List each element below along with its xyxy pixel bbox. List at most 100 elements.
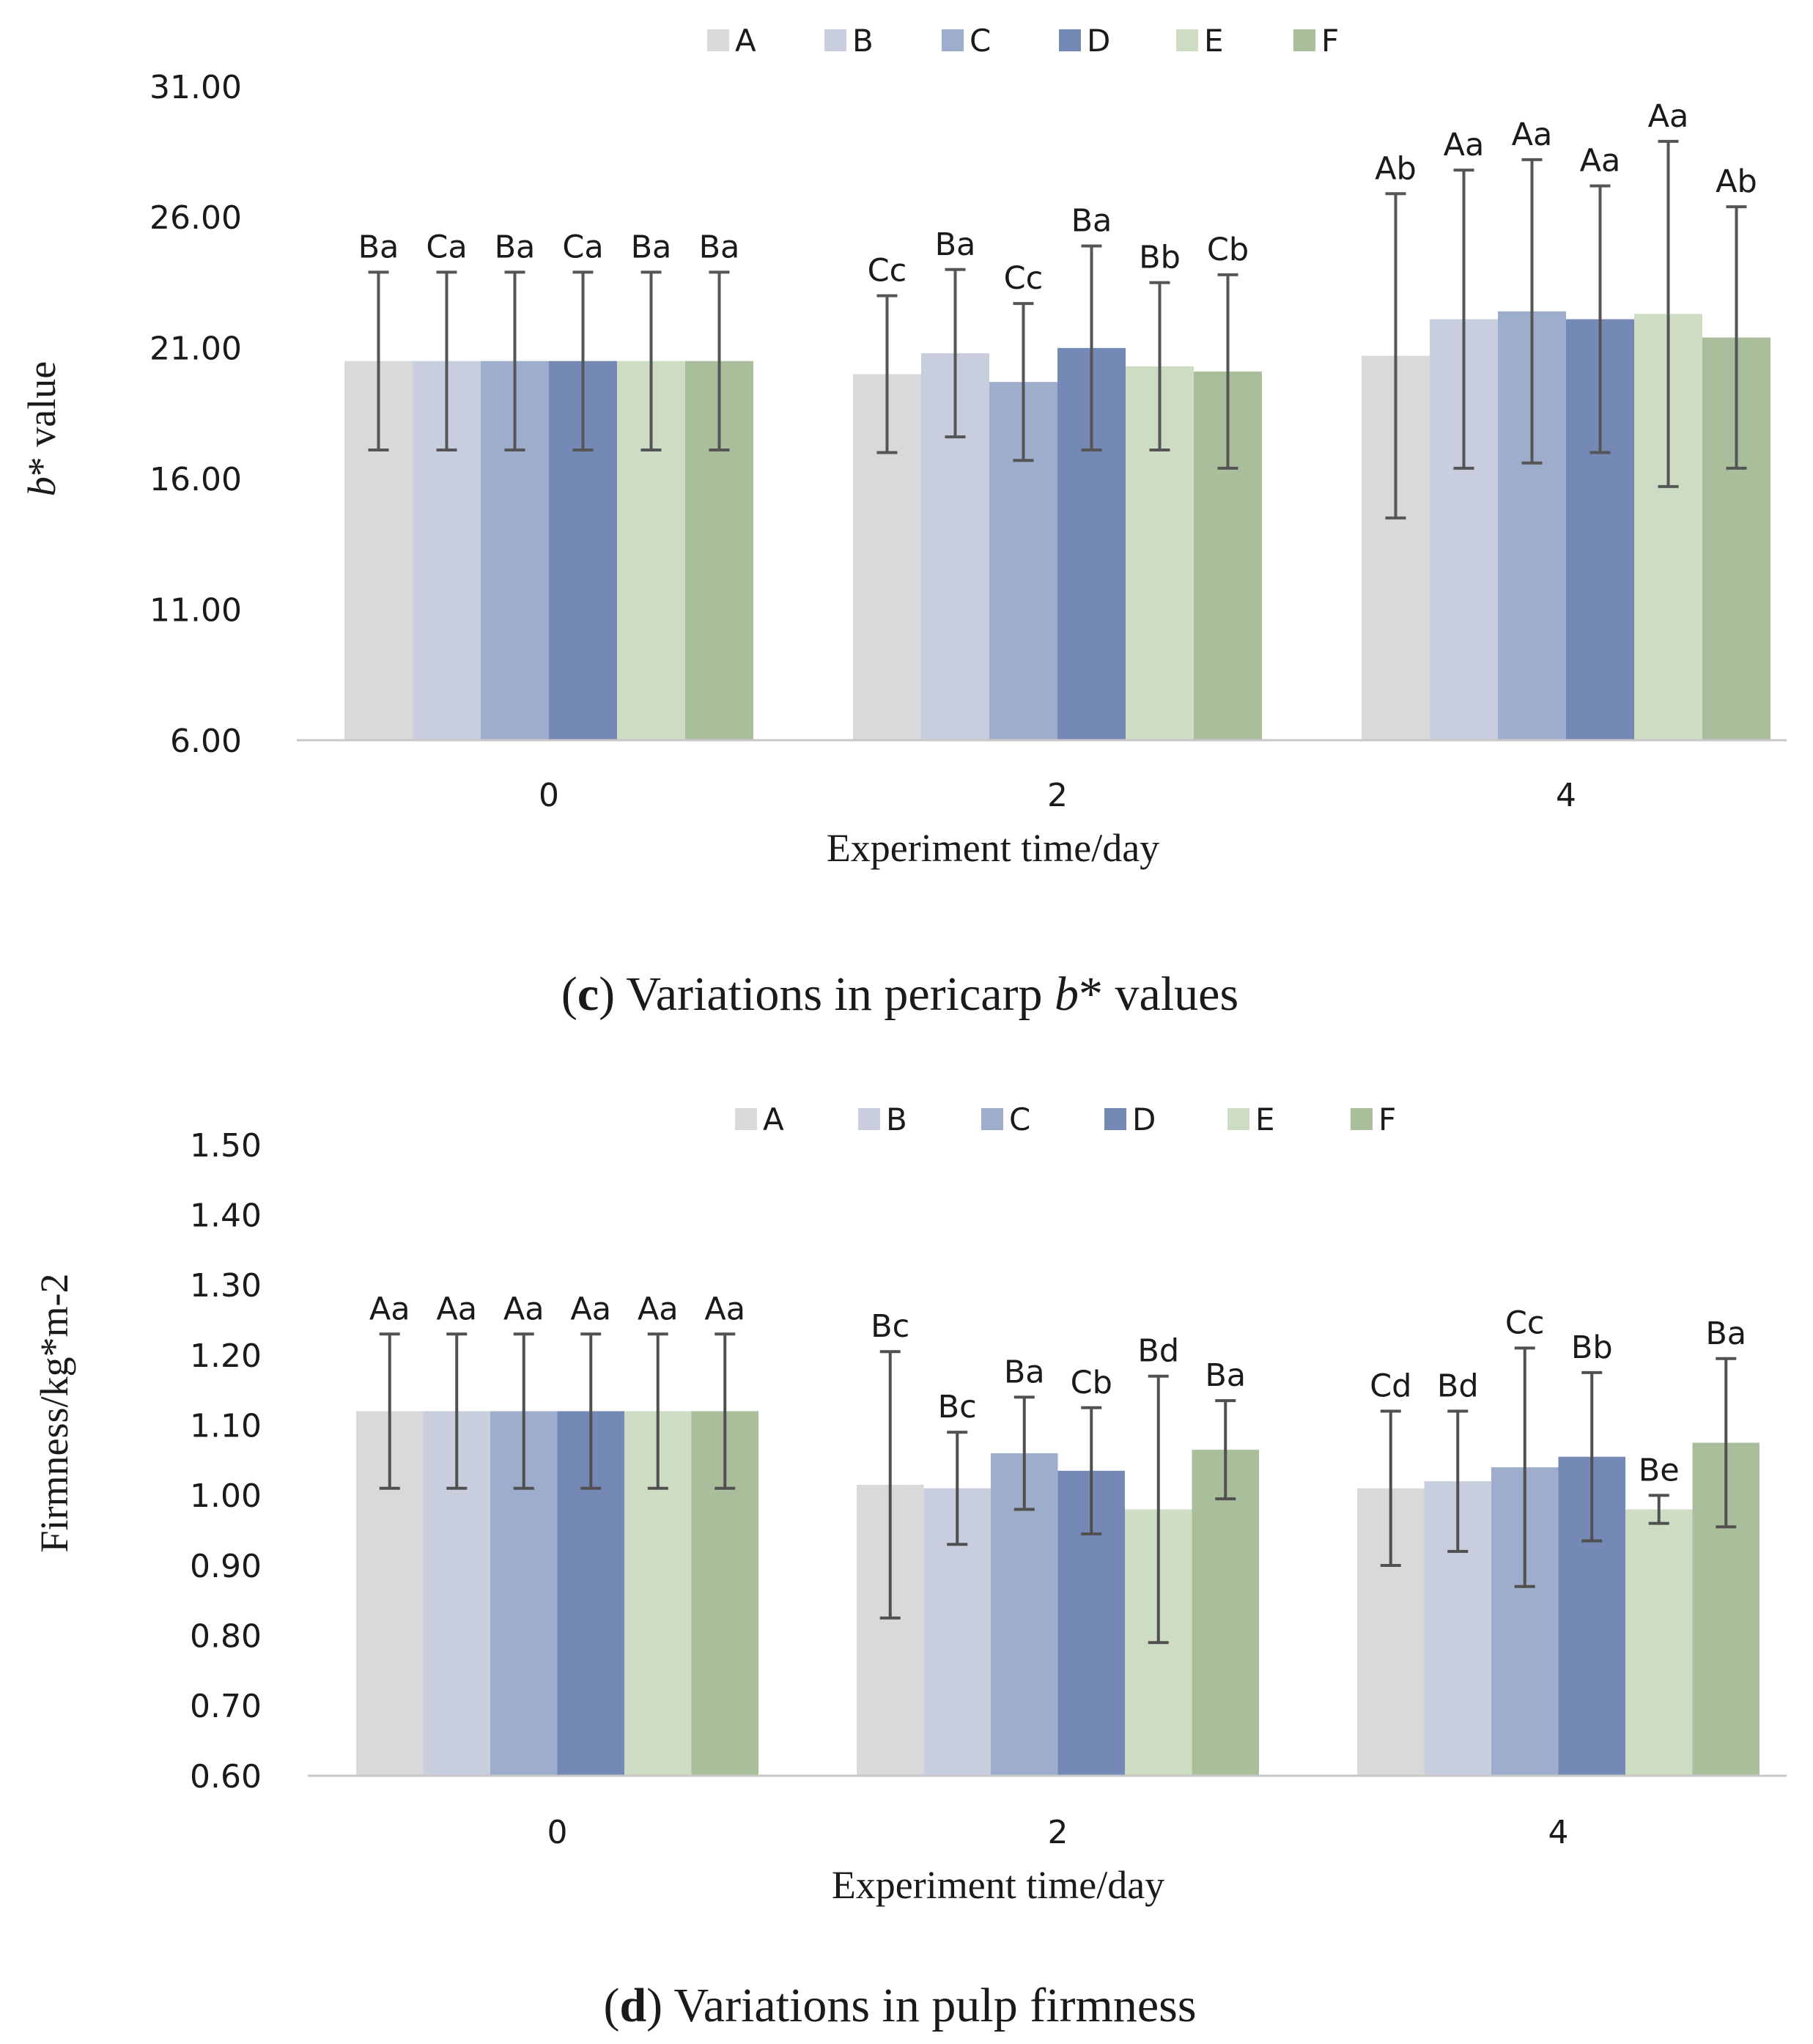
chart-c-data-label-a-day-4: Ab: [1375, 150, 1417, 187]
chart-d-data-label-d-day-2: Cb: [1071, 1365, 1112, 1401]
chart-d-data-label-a-day-2: Bc: [871, 1308, 909, 1345]
chart-c-legend-swatch-b: [824, 29, 846, 51]
chart-c-bars: [344, 311, 1770, 740]
chart-d-y-tick-label: 0.60: [190, 1758, 262, 1796]
chart-c-data-label-d-day-4: Aa: [1580, 143, 1621, 180]
chart-c-data-label-d-day-2: Ba: [1071, 203, 1112, 240]
chart-d-legend-label-f: F: [1378, 1102, 1396, 1137]
chart-c-data-label-e-day-2: Bb: [1139, 240, 1181, 276]
chart-c-data-label-d-day-0: Ca: [562, 229, 603, 265]
chart-c-legend-label-e: E: [1204, 23, 1224, 59]
chart-c-data-label-f-day-0: Ba: [699, 229, 740, 265]
chart-d-error-bars: [379, 1332, 1737, 1645]
chart-d-legend-swatch-a: [735, 1108, 757, 1130]
chart-d-data-label-e-day-4: Be: [1639, 1452, 1680, 1488]
chart-c-x-axis-title: Experiment time/day: [827, 826, 1159, 870]
chart-d-legend: A B C D E F: [735, 1102, 1396, 1137]
chart-d-legend-label-c: C: [1009, 1102, 1030, 1137]
chart-c-data-label-b-day-4: Aa: [1444, 127, 1485, 163]
chart-d-legend-label-a: A: [763, 1102, 784, 1137]
chart-c-y-tick-label: 6.00: [170, 723, 242, 760]
chart-c-data-label-e-day-4: Aa: [1648, 98, 1689, 135]
chart-c-x-tick-label: 2: [1047, 777, 1068, 814]
chart-d-legend-swatch-c: [981, 1108, 1003, 1130]
chart-c-x-tick-label: 0: [539, 777, 559, 814]
chart-d-data-label-b-day-0: Aa: [436, 1291, 477, 1327]
chart-d-data-label-b-day-2: Bc: [938, 1389, 977, 1425]
chart-d-legend-label-b: B: [886, 1102, 907, 1137]
chart-d-y-tick-label: 1.50: [190, 1127, 262, 1165]
chart-c-legend-swatch-e: [1176, 29, 1198, 51]
chart-d-y-tick-label: 0.90: [190, 1548, 262, 1585]
chart-d-data-label-c-day-4: Cc: [1505, 1305, 1545, 1341]
chart-d-data-label-d-day-4: Bb: [1571, 1329, 1613, 1366]
chart-c-legend-label-c: C: [970, 23, 991, 59]
chart-c-data-label-e-day-0: Ba: [631, 229, 672, 265]
chart-d-bar-e-day-4: [1625, 1509, 1693, 1776]
chart-c-legend-swatch-c: [942, 29, 964, 51]
chart-d-data-label-b-day-4: Bd: [1437, 1368, 1479, 1405]
chart-d-data-label-f-day-0: Aa: [704, 1291, 745, 1327]
chart-d-y-tick-label: 1.20: [190, 1338, 262, 1375]
chart-d: A B C D E F 0.60 0.70 0.80 0.90 1.00 1.10 1.20 1.30 1…: [32, 1102, 1787, 2032]
chart-d-data-label-c-day-2: Ba: [1004, 1354, 1045, 1390]
chart-c-data-label-c-day-4: Aa: [1512, 117, 1553, 153]
chart-d-y-tick-label: 1.40: [190, 1198, 262, 1235]
chart-d-x-ticks: 0 2 4: [547, 1814, 1569, 1851]
chart-d-y-tick-label: 0.70: [190, 1688, 262, 1725]
chart-d-data-label-e-day-0: Aa: [638, 1291, 679, 1327]
chart-c-data-label-f-day-2: Cb: [1207, 232, 1249, 268]
chart-c-y-tick-label: 21.00: [149, 331, 242, 368]
chart-d-legend-swatch-d: [1104, 1108, 1126, 1130]
chart-c-caption: (c) Variations in pericarp b* values: [561, 967, 1238, 1021]
chart-c-data-label-c-day-0: Ba: [495, 229, 536, 265]
chart-d-legend-swatch-b: [858, 1108, 880, 1130]
chart-d-x-tick-label: 4: [1548, 1814, 1569, 1851]
chart-c-legend-swatch-d: [1059, 29, 1081, 51]
chart-c-y-ticks: 6.00 11.00 16.00 21.00 26.00 31.00: [149, 69, 242, 760]
chart-d-y-axis-title: Firmness/kg*m-2: [32, 1273, 76, 1552]
chart-c-data-label-b-day-0: Ca: [426, 229, 467, 265]
chart-c-legend-label-a: A: [735, 23, 756, 59]
chart-c: A B C D E F 6.00 11.00 16.00 21.00 26.00 31.00 Ba C…: [20, 23, 1787, 1021]
chart-d-caption: (d) Variations in pulp firmness: [603, 1979, 1196, 2032]
chart-c-error-bars: [368, 139, 1747, 520]
chart-c-data-label-f-day-4: Ab: [1716, 163, 1757, 200]
chart-d-legend-swatch-f: [1351, 1108, 1373, 1130]
chart-c-y-tick-label: 11.00: [149, 591, 242, 629]
chart-d-data-label-a-day-0: Aa: [369, 1291, 410, 1327]
chart-d-bar-f-day-2: [1192, 1450, 1259, 1776]
chart-d-bars: [356, 1411, 1760, 1776]
chart-c-data-label-c-day-2: Cc: [1004, 260, 1044, 297]
chart-c-legend-label-b: B: [852, 23, 874, 59]
chart-d-legend-label-e: E: [1255, 1102, 1275, 1137]
chart-c-data-labels: Ba Ca Ba Ca Ba Ba Cc Ba Cc Ba Bb Cb Ab Aa Aa Aa Aa Ab: [358, 98, 1757, 297]
chart-d-x-tick-label: 0: [547, 1814, 568, 1851]
chart-c-y-axis-title: b* value: [20, 361, 64, 496]
chart-d-y-tick-label: 1.00: [190, 1477, 262, 1515]
chart-c-x-tick-label: 4: [1556, 777, 1576, 814]
chart-d-data-labels: Aa Aa Aa Aa Aa Aa Bc Bc Ba Cb Bd Ba Cd Bd Cc Bb Be Ba: [369, 1291, 1746, 1488]
chart-d-legend-swatch-e: [1227, 1108, 1249, 1130]
chart-d-data-label-a-day-4: Cd: [1370, 1368, 1411, 1405]
chart-c-y-tick-label: 16.00: [149, 461, 242, 498]
chart-c-data-label-a-day-0: Ba: [358, 229, 399, 265]
chart-d-y-tick-label: 1.10: [190, 1408, 262, 1445]
chart-c-data-label-b-day-2: Ba: [935, 226, 976, 263]
chart-d-y-tick-label: 0.80: [190, 1618, 262, 1656]
chart-c-legend: A B C D E F: [707, 23, 1339, 59]
chart-d-data-label-f-day-4: Ba: [1705, 1316, 1746, 1352]
chart-d-y-tick-label: 1.30: [190, 1267, 262, 1305]
chart-d-data-label-f-day-2: Ba: [1205, 1357, 1246, 1394]
chart-d-data-label-e-day-2: Bd: [1137, 1333, 1179, 1370]
chart-c-legend-label-d: D: [1087, 23, 1110, 59]
chart-d-x-axis-title: Experiment time/day: [832, 1863, 1164, 1907]
chart-c-y-tick-label: 31.00: [149, 69, 242, 106]
chart-d-legend-label-d: D: [1132, 1102, 1156, 1137]
chart-d-y-ticks: 0.60 0.70 0.80 0.90 1.00 1.10 1.20 1.30 1.40 1.50: [190, 1127, 262, 1796]
chart-c-x-ticks: 0 2 4: [539, 777, 1576, 814]
chart-c-legend-swatch-a: [707, 29, 729, 51]
chart-c-legend-swatch-f: [1293, 29, 1315, 51]
chart-d-data-label-c-day-0: Aa: [503, 1291, 544, 1327]
